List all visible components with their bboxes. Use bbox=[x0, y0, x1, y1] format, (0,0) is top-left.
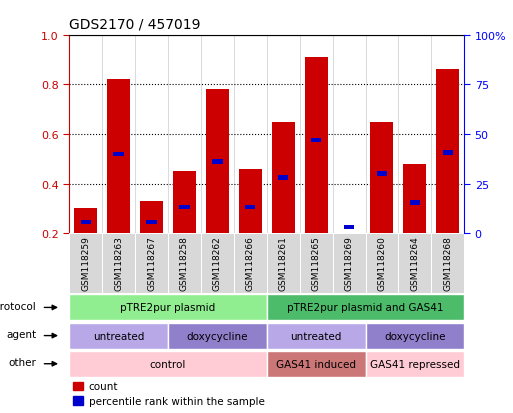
Bar bbox=[113, 152, 124, 157]
Bar bbox=[173, 172, 196, 234]
Text: GSM118261: GSM118261 bbox=[279, 235, 288, 290]
Bar bbox=[107, 80, 130, 234]
FancyBboxPatch shape bbox=[365, 351, 464, 377]
Text: GSM118267: GSM118267 bbox=[147, 235, 156, 290]
Bar bbox=[146, 221, 157, 225]
Text: GSM118258: GSM118258 bbox=[180, 235, 189, 290]
FancyBboxPatch shape bbox=[69, 351, 267, 377]
Bar bbox=[234, 234, 267, 294]
Bar bbox=[377, 172, 387, 176]
FancyBboxPatch shape bbox=[267, 295, 464, 320]
Bar bbox=[272, 122, 295, 234]
Text: GAS41 repressed: GAS41 repressed bbox=[370, 359, 460, 369]
Bar bbox=[431, 234, 464, 294]
Bar bbox=[370, 122, 393, 234]
FancyBboxPatch shape bbox=[267, 351, 365, 377]
Text: pTRE2pur plasmid and GAS41: pTRE2pur plasmid and GAS41 bbox=[287, 303, 444, 313]
Text: other: other bbox=[8, 358, 36, 368]
Text: GSM118263: GSM118263 bbox=[114, 235, 123, 290]
FancyBboxPatch shape bbox=[69, 323, 168, 349]
Text: percentile rank within the sample: percentile rank within the sample bbox=[89, 396, 265, 406]
Bar bbox=[201, 234, 234, 294]
Text: protocol: protocol bbox=[0, 301, 36, 311]
Text: GSM118268: GSM118268 bbox=[443, 235, 452, 290]
FancyBboxPatch shape bbox=[168, 323, 267, 349]
Bar bbox=[140, 202, 163, 234]
Bar bbox=[74, 209, 97, 234]
Text: agent: agent bbox=[6, 330, 36, 339]
Text: GSM118269: GSM118269 bbox=[345, 235, 353, 290]
Bar bbox=[69, 234, 102, 294]
Bar bbox=[267, 234, 300, 294]
Text: count: count bbox=[89, 381, 118, 391]
Text: GDS2170 / 457019: GDS2170 / 457019 bbox=[69, 17, 201, 31]
Bar bbox=[399, 234, 431, 294]
FancyBboxPatch shape bbox=[267, 323, 365, 349]
Text: doxycycline: doxycycline bbox=[187, 331, 248, 341]
Bar bbox=[410, 201, 420, 205]
Bar bbox=[436, 70, 459, 234]
Text: GSM118259: GSM118259 bbox=[81, 235, 90, 290]
Text: GSM118262: GSM118262 bbox=[213, 235, 222, 290]
Bar bbox=[365, 234, 399, 294]
Bar bbox=[239, 169, 262, 234]
Text: GSM118260: GSM118260 bbox=[378, 235, 386, 290]
Text: doxycycline: doxycycline bbox=[384, 331, 446, 341]
Text: GSM118265: GSM118265 bbox=[311, 235, 321, 290]
Text: GSM118264: GSM118264 bbox=[410, 235, 420, 290]
Bar bbox=[305, 58, 328, 234]
Bar bbox=[278, 176, 288, 180]
Bar bbox=[344, 225, 354, 230]
Bar bbox=[73, 382, 83, 390]
Text: untreated: untreated bbox=[93, 331, 144, 341]
Text: untreated: untreated bbox=[290, 331, 342, 341]
Bar bbox=[403, 164, 426, 234]
Bar bbox=[443, 151, 453, 155]
Bar bbox=[135, 234, 168, 294]
Bar bbox=[206, 90, 229, 234]
Text: GSM118266: GSM118266 bbox=[246, 235, 255, 290]
Text: control: control bbox=[150, 359, 186, 369]
Bar bbox=[311, 139, 321, 143]
Bar bbox=[179, 206, 190, 210]
Bar bbox=[332, 234, 365, 294]
Bar bbox=[102, 234, 135, 294]
Bar bbox=[81, 221, 91, 225]
Bar bbox=[212, 160, 223, 164]
Bar bbox=[73, 396, 83, 405]
Bar bbox=[245, 206, 255, 210]
Text: pTRE2pur plasmid: pTRE2pur plasmid bbox=[121, 303, 215, 313]
FancyBboxPatch shape bbox=[365, 323, 464, 349]
Bar bbox=[168, 234, 201, 294]
Text: GAS41 induced: GAS41 induced bbox=[276, 359, 356, 369]
Bar bbox=[300, 234, 332, 294]
FancyBboxPatch shape bbox=[69, 295, 267, 320]
